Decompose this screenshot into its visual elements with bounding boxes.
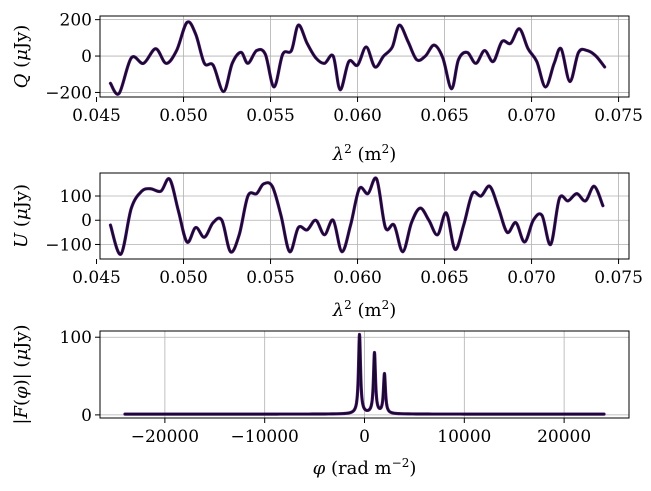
x-tick-label: −10000 bbox=[231, 427, 299, 447]
y-tick-label: −100 bbox=[45, 235, 92, 255]
x-tick-label: −20000 bbox=[131, 427, 199, 447]
y-tick-label: 200 bbox=[60, 11, 92, 31]
x-tick-label: 0 bbox=[359, 427, 370, 447]
series-line bbox=[109, 176, 604, 256]
x-tick-label: 0.050 bbox=[159, 268, 208, 288]
x-tick-label: 0.045 bbox=[72, 268, 121, 288]
y-axis-label: U (μJy) bbox=[11, 184, 32, 248]
x-tick-label: 0.055 bbox=[246, 268, 295, 288]
y-tick-label: 100 bbox=[60, 328, 92, 348]
series-line bbox=[109, 20, 606, 96]
y-tick-label: 0 bbox=[81, 406, 92, 426]
x-tick-label: 0.070 bbox=[507, 268, 556, 288]
panel-u: 0.045 0.050 0.055 0.060 0.065 0.070 0.075 −100 0… bbox=[11, 172, 643, 321]
x-tick-label: 10000 bbox=[437, 427, 491, 447]
x-axis-label: φ (rad m−2) bbox=[313, 456, 417, 479]
panel-q: 0.045 0.050 0.055 0.060 0.065 0.070 0.075 −200 0… bbox=[11, 11, 643, 165]
x-tick-label: 0.065 bbox=[420, 106, 469, 126]
x-tick-label: 0.045 bbox=[72, 106, 121, 126]
x-tick-label: 0.065 bbox=[420, 268, 469, 288]
y-axis-label: |F(φ)| (μJy) bbox=[11, 324, 32, 424]
y-axis-label: Q (μJy) bbox=[11, 25, 32, 89]
series-line bbox=[123, 333, 606, 416]
plot-frame bbox=[99, 172, 630, 260]
series-line-overlay bbox=[108, 176, 605, 256]
x-tick-label: 0.075 bbox=[594, 268, 643, 288]
plot-frame bbox=[99, 15, 630, 98]
x-tick-label: 20000 bbox=[537, 427, 591, 447]
x-tick-label: 0.060 bbox=[333, 106, 382, 126]
y-tick-label: 100 bbox=[60, 187, 92, 207]
x-tick-label: 0.075 bbox=[594, 106, 643, 126]
x-tick-label: 0.050 bbox=[159, 106, 208, 126]
x-axis-label: λ2 (m2) bbox=[332, 298, 397, 321]
x-tick-label: 0.055 bbox=[246, 106, 295, 126]
panel-fdf: −20000 −10000 0 10000 20000 0 100 φ (rad m−2) |F… bbox=[11, 324, 630, 479]
y-tick-label: 0 bbox=[81, 47, 92, 67]
y-tick-label: −200 bbox=[45, 83, 92, 103]
x-tick-label: 0.070 bbox=[507, 106, 556, 126]
y-tick-label: 0 bbox=[81, 211, 92, 231]
x-tick-label: 0.060 bbox=[333, 268, 382, 288]
x-axis-label: λ2 (m2) bbox=[332, 142, 397, 165]
